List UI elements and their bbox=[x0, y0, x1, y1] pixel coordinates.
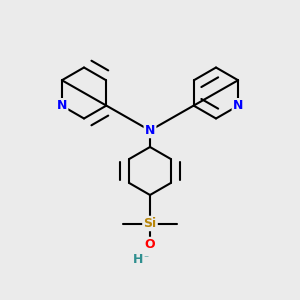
Text: O: O bbox=[145, 238, 155, 251]
Text: N: N bbox=[145, 124, 155, 137]
Text: N: N bbox=[233, 99, 243, 112]
Text: Si: Si bbox=[143, 217, 157, 230]
Text: N: N bbox=[57, 99, 67, 112]
Text: ⁻: ⁻ bbox=[143, 254, 148, 265]
Text: H: H bbox=[133, 253, 143, 266]
